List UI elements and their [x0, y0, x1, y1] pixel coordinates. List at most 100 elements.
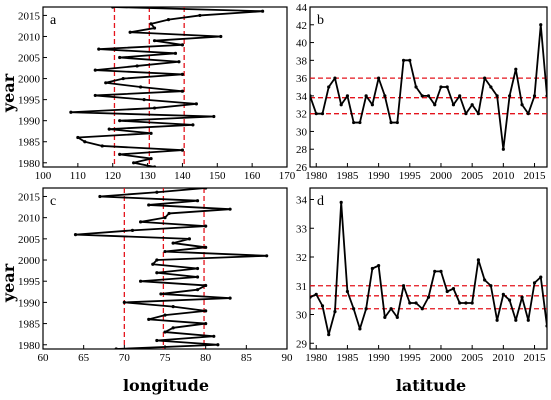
y-tick-label: 31 — [296, 281, 307, 293]
data-point — [118, 152, 122, 156]
y-tick-label: 40 — [296, 38, 308, 50]
x-tick-label: 2000 — [430, 352, 453, 364]
data-point — [261, 9, 265, 13]
x-tick-label: 150 — [209, 170, 226, 182]
data-point — [159, 292, 163, 296]
data-point — [228, 207, 232, 211]
x-tick-label: 80 — [200, 352, 212, 364]
data-point — [204, 224, 208, 228]
data-point — [219, 34, 223, 39]
y-tick-label: 28 — [296, 144, 308, 156]
y-tick-label: 2005 — [18, 53, 41, 65]
data-point — [166, 18, 171, 22]
data-point — [395, 315, 399, 319]
data-point — [195, 266, 200, 271]
data-point — [327, 85, 331, 89]
y-tick-label: 2010 — [18, 31, 41, 43]
x-tick-label: 1990 — [368, 170, 391, 182]
data-point — [128, 30, 132, 34]
data-point — [526, 318, 530, 322]
data-point — [445, 85, 449, 89]
data-point — [464, 301, 468, 305]
data-point — [345, 289, 350, 294]
panel-a: 100 110 120 130 140 150 160 170 1980 1985 1990 1995… — [18, 6, 296, 182]
data-point — [69, 110, 73, 114]
data-point — [163, 216, 167, 220]
plot-frame — [309, 187, 548, 350]
data-point — [310, 295, 312, 299]
data-point — [149, 22, 153, 26]
data-point — [149, 131, 153, 135]
data-point — [483, 278, 487, 282]
data-point — [93, 93, 97, 98]
x-axis-title-latitude: latitude — [396, 376, 466, 395]
panel-label: d — [317, 194, 324, 209]
data-point — [439, 269, 443, 273]
data-point — [426, 295, 431, 299]
data-point — [314, 112, 318, 116]
x-tick-label: 110 — [70, 170, 87, 182]
data-point — [489, 85, 493, 89]
data-point — [139, 220, 143, 224]
data-point — [483, 76, 487, 80]
data-point — [204, 245, 208, 249]
data-point — [180, 148, 185, 152]
data-point — [377, 264, 381, 268]
y-axis-title-top: year — [0, 73, 18, 113]
data-point — [180, 89, 185, 93]
y-tick-label: 2000 — [18, 74, 41, 86]
data-point — [187, 237, 191, 241]
x-tick-label: 75 — [160, 352, 172, 364]
x-tick-label: 2005 — [461, 352, 484, 364]
data-point — [320, 112, 325, 116]
data-point — [364, 307, 368, 311]
data-point — [83, 140, 87, 144]
data-point — [458, 94, 462, 98]
data-point — [195, 275, 200, 279]
data-point — [333, 76, 337, 80]
data-point — [426, 94, 431, 98]
x-tick-label: 170 — [279, 170, 296, 182]
y-tick-label: 30 — [296, 126, 308, 138]
x-tick-label: 1995 — [399, 170, 422, 182]
data-point — [198, 13, 202, 18]
data-point — [320, 304, 325, 308]
data-point — [97, 47, 101, 51]
data-point — [76, 135, 80, 140]
y-tick-label: 38 — [296, 55, 308, 67]
data-point — [507, 298, 512, 302]
data-point — [364, 94, 368, 98]
data-point — [507, 94, 512, 98]
series-group — [73, 188, 269, 349]
y-tick-label: 1990 — [18, 297, 41, 309]
data-point — [171, 326, 175, 330]
x-tick-label: 60 — [38, 352, 50, 364]
data-point — [327, 333, 331, 337]
data-point — [470, 103, 474, 107]
x-tick-label: 1985 — [336, 170, 359, 182]
x-tick-label: 120 — [104, 170, 121, 182]
data-point — [458, 301, 462, 305]
data-point — [545, 324, 547, 328]
y-tick-label: 1985 — [18, 137, 41, 149]
data-point — [151, 262, 155, 266]
data-point — [439, 85, 443, 89]
y-tick-label: 36 — [296, 73, 308, 85]
data-point — [377, 76, 381, 80]
y-tick-label: 44 — [296, 2, 308, 14]
x-tick-label: 65 — [78, 352, 90, 364]
data-point — [345, 94, 350, 98]
data-point — [152, 106, 157, 110]
data-point — [451, 103, 456, 107]
data-point — [383, 94, 387, 98]
panel-label: b — [317, 13, 324, 28]
y-axis-title-bottom: year — [0, 263, 18, 303]
data-point — [495, 318, 499, 322]
data-point — [476, 258, 480, 262]
series-group — [310, 200, 547, 337]
y-tick-label: 1995 — [18, 95, 41, 107]
y-tick-label: 26 — [296, 162, 308, 174]
data-point — [358, 327, 362, 331]
y-tick-label: 1985 — [18, 319, 41, 331]
data-point — [408, 58, 412, 62]
